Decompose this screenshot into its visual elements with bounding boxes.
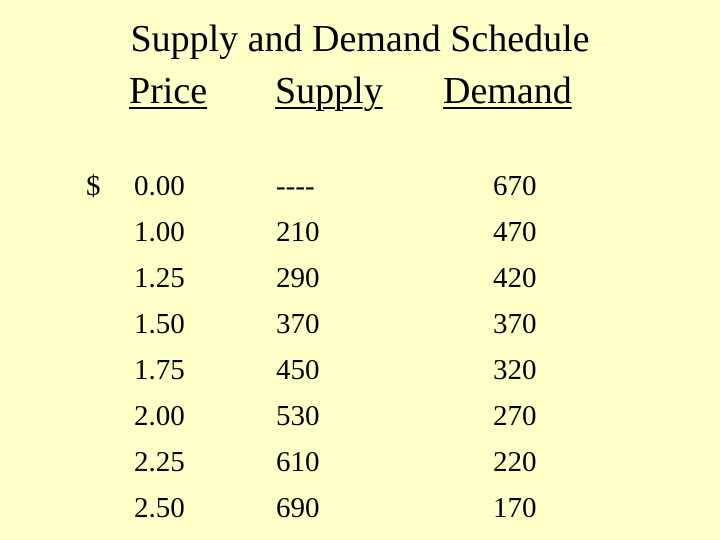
demand-cell: 320	[493, 354, 537, 386]
column-header-demand: Demand	[443, 70, 572, 112]
supply-cell: 530	[276, 400, 320, 432]
price-cell: 1.75	[134, 354, 185, 386]
price-cell: 1.00	[134, 216, 185, 248]
price-cell: 2.25	[134, 446, 185, 478]
demand-cell: 220	[493, 446, 537, 478]
supply-cell: 690	[276, 492, 320, 524]
demand-cell: 420	[493, 262, 537, 294]
price-cell: 1.50	[134, 308, 185, 340]
supply-cell: 450	[276, 354, 320, 386]
demand-cell: 370	[493, 308, 537, 340]
supply-cell: 290	[276, 262, 320, 294]
supply-cell: 610	[276, 446, 320, 478]
price-cell: 0.00	[134, 170, 185, 202]
price-cell: 2.00	[134, 400, 185, 432]
demand-cell: 670	[493, 170, 537, 202]
demand-cell: 270	[493, 400, 537, 432]
supply-cell: 210	[276, 216, 320, 248]
column-header-price: Price	[129, 70, 208, 112]
currency-symbol: $	[86, 170, 101, 202]
slide-title: Supply and Demand Schedule	[130, 18, 590, 60]
demand-cell: 470	[493, 216, 537, 248]
demand-column: 670 470 420 370 320 270 220 170	[493, 163, 537, 531]
column-header-supply: Supply	[275, 70, 383, 112]
price-cell: 2.50	[134, 492, 185, 524]
supply-cell: 370	[276, 308, 320, 340]
price-column: 0.00 1.00 1.25 1.50 1.75 2.00 2.25 2.50	[134, 163, 185, 531]
demand-cell: 170	[493, 492, 537, 524]
supply-column: ---- 210 290 370 450 530 610 690	[276, 163, 320, 531]
supply-cell: ----	[276, 170, 315, 202]
price-cell: 1.25	[134, 262, 185, 294]
